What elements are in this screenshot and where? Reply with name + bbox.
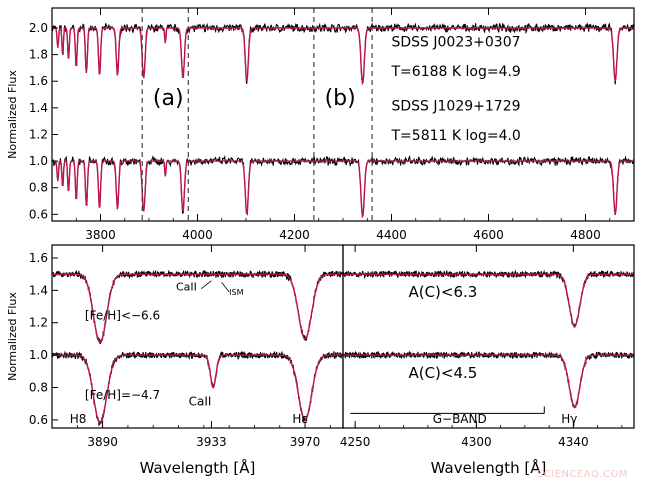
y-tick-label: 1.0 xyxy=(29,348,48,362)
observed-spectrum-1 xyxy=(52,154,634,217)
top-ticks: 3800 4000 4200 4400 4600 4800 0.6 0.8 1.0 1.2 1.4 1… xyxy=(29,8,635,242)
bottom-right-xlabel: Wavelength [Å] xyxy=(431,458,547,477)
y-tick-label: 0.8 xyxy=(29,181,48,195)
x-tick-label: 3890 xyxy=(87,435,118,449)
model-spectrum-1 xyxy=(52,160,634,219)
y-tick-label: 0.8 xyxy=(29,381,48,395)
bottom-right-frame xyxy=(342,244,635,429)
annotation-fe1: [Fe/H]<−6.6 xyxy=(85,308,160,322)
observed-spectrum-0 xyxy=(343,269,634,328)
y-tick-label: 0.6 xyxy=(29,413,48,427)
bottom-left-ticks: 3890 3933 3970 0.6 0.8 1.0 1.2 1.4 1.6 xyxy=(29,245,331,449)
x-tick-label: 4300 xyxy=(461,435,492,449)
observed-spectrum-0 xyxy=(52,22,634,85)
annotation-star2: SDSS J1029+1729 xyxy=(392,99,521,115)
y-tick-label: 1.2 xyxy=(29,316,48,330)
bottom-left-ylabel: Normalized Flux xyxy=(6,292,19,381)
bottom-right-ticks: 4250 4300 4340 xyxy=(340,245,623,449)
x-tick-label: 3800 xyxy=(85,228,116,242)
x-tick-label: 3933 xyxy=(196,435,227,449)
y-tick-label: 1.6 xyxy=(29,74,48,88)
annotation-label_a: (a) xyxy=(153,86,184,111)
watermark-text: SCIENCEAQ.COM xyxy=(536,469,628,480)
y-tick-label: 1.4 xyxy=(29,101,48,115)
bottom-right-spectra xyxy=(343,269,634,409)
model-spectrum-0 xyxy=(52,273,343,343)
bottom-left-panel: 3890 3933 3970 0.6 0.8 1.0 1.2 1.4 1.6 CaII ISM [F… xyxy=(6,244,344,477)
top-frame xyxy=(51,7,635,222)
annotation-star2_params: T=5811 K log=4.0 xyxy=(391,128,521,144)
annotation-he: Hε xyxy=(292,412,308,426)
y-tick-label: 1.4 xyxy=(29,283,48,297)
bottom-left-annotations: CaII ISM [Fe/H]<−6.6 [Fe/H]=−4.7 CaII H8 Hε xyxy=(70,280,308,426)
top-spectra xyxy=(52,22,634,219)
annotation-hg: Hγ xyxy=(561,412,577,426)
y-tick-label: 0.6 xyxy=(29,207,48,221)
annotation-call_ism: CaII xyxy=(176,280,197,293)
x-tick-label: 3970 xyxy=(290,435,321,449)
bottom-right-panel: 4250 4300 4340 A(C)<6.3 A(C)<4.5 G−BAND Hγ Wa… xyxy=(340,244,635,477)
x-tick-label: 4200 xyxy=(279,228,310,242)
observed-spectrum-0 xyxy=(52,269,343,344)
model-spectrum-0 xyxy=(343,273,634,327)
annotation-ism: ISM xyxy=(229,288,243,297)
call-pointer xyxy=(201,280,212,290)
annotation-star1: SDSS J0023+0307 xyxy=(392,35,521,51)
x-tick-label: 4340 xyxy=(558,435,589,449)
annotation-ac1: A(C)<6.3 xyxy=(408,283,477,301)
annotation-gband_label: G−BAND xyxy=(433,412,487,426)
annotation-h8: H8 xyxy=(70,412,87,426)
x-tick-label: 4600 xyxy=(473,228,504,242)
bottom-right-annotations: A(C)<6.3 A(C)<4.5 G−BAND Hγ xyxy=(350,283,577,426)
model-spectrum-1 xyxy=(343,354,634,408)
y-tick-label: 1.6 xyxy=(29,251,48,265)
y-tick-label: 1.2 xyxy=(29,127,48,141)
x-tick-label: 4250 xyxy=(340,435,371,449)
annotation-ac2: A(C)<4.5 xyxy=(408,364,477,382)
bottom-left-spectra xyxy=(52,269,343,427)
top-ylabel: Normalized Flux xyxy=(6,70,19,159)
y-tick-label: 1.8 xyxy=(29,48,48,62)
top-annotations: (a) (b) SDSS J0023+0307 T=6188 K log=4.9 SDS… xyxy=(153,35,521,144)
top-panel: 3800 4000 4200 4400 4600 4800 0.6 0.8 1.0 1.2 1.4 1… xyxy=(6,7,635,242)
ism-pointer xyxy=(221,282,230,293)
annotation-call: CaII xyxy=(189,394,212,408)
x-tick-label: 4400 xyxy=(376,228,407,242)
top-region-markers xyxy=(141,8,373,221)
annotation-fe2: [Fe/H]=−4.7 xyxy=(85,388,160,402)
y-tick-label: 2.0 xyxy=(29,21,48,35)
annotation-label_b: (b) xyxy=(325,86,356,111)
annotation-star1_params: T=6188 K log=4.9 xyxy=(391,64,521,80)
observed-spectrum-1 xyxy=(343,350,634,409)
model-spectrum-1 xyxy=(52,354,343,424)
bottom-left-xlabel: Wavelength [Å] xyxy=(140,458,256,477)
model-spectrum-0 xyxy=(52,27,634,86)
x-tick-label: 4000 xyxy=(182,228,213,242)
y-tick-label: 1.0 xyxy=(29,154,48,168)
x-tick-label: 4800 xyxy=(570,228,601,242)
